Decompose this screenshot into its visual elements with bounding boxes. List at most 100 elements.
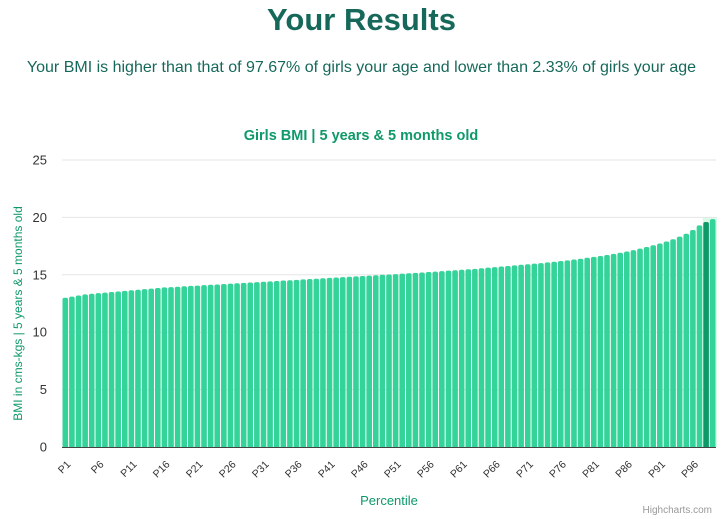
bar-P30[interactable] (254, 282, 260, 447)
bar-P77[interactable] (564, 260, 571, 447)
bar-P26[interactable] (227, 283, 234, 447)
bar-P25[interactable] (221, 283, 227, 447)
bar-P9[interactable] (115, 291, 121, 447)
bar-P43[interactable] (339, 277, 346, 447)
bar-P57[interactable] (432, 271, 439, 447)
bar-P83[interactable] (604, 254, 610, 447)
bar-P90[interactable] (650, 245, 657, 447)
bar-P59[interactable] (445, 270, 452, 447)
bar-P60[interactable] (452, 270, 458, 447)
bar-P34[interactable] (280, 280, 287, 447)
bar-P47[interactable] (366, 275, 372, 447)
bar-P88[interactable] (637, 248, 643, 447)
bar-P87[interactable] (630, 250, 637, 447)
bar-P50[interactable] (386, 274, 392, 447)
bar-P92[interactable] (663, 241, 670, 447)
bar-P1[interactable] (62, 297, 69, 447)
bar-P76[interactable] (557, 261, 564, 447)
bar-P62[interactable] (465, 269, 472, 447)
bar-P71[interactable] (524, 264, 531, 447)
bar-P73[interactable] (538, 263, 544, 447)
bar-P5[interactable] (88, 293, 95, 447)
bar-P56[interactable] (425, 272, 432, 447)
bar-P94[interactable] (676, 236, 683, 447)
bar-P4[interactable] (82, 294, 88, 447)
bar-P53[interactable] (406, 273, 412, 447)
bar-P31[interactable] (260, 281, 267, 447)
bar-P28[interactable] (240, 282, 247, 447)
bar-P75[interactable] (551, 261, 557, 447)
bar-P37[interactable] (300, 279, 306, 447)
bar-P97[interactable] (696, 225, 703, 447)
bar-P16[interactable] (161, 287, 168, 447)
bar-P11[interactable] (128, 290, 135, 447)
bar-P45[interactable] (353, 276, 359, 447)
bar-P51[interactable] (392, 274, 399, 447)
bar-P80[interactable] (584, 257, 590, 447)
bar-P22[interactable] (201, 285, 207, 447)
bar-P12[interactable] (135, 289, 141, 447)
bar-P63[interactable] (472, 268, 478, 447)
bar-P35[interactable] (287, 280, 293, 447)
bar-P82[interactable] (597, 255, 604, 447)
credits-link[interactable]: Highcharts.com (642, 505, 712, 516)
bar-P7[interactable] (102, 292, 108, 447)
bar-P85[interactable] (617, 252, 624, 447)
bar-P68[interactable] (505, 265, 511, 447)
bar-P18[interactable] (174, 286, 181, 447)
bar-P74[interactable] (544, 262, 551, 447)
bar-P42[interactable] (333, 277, 339, 447)
bar-P81[interactable] (590, 256, 597, 447)
bar-P38[interactable] (306, 279, 313, 447)
bar-P49[interactable] (379, 274, 386, 447)
bar-P24[interactable] (214, 284, 221, 447)
bar-P95[interactable] (683, 233, 690, 447)
bar-P17[interactable] (168, 287, 174, 447)
bar-P8[interactable] (108, 292, 115, 447)
bar-P23[interactable] (207, 284, 214, 447)
bar-P79[interactable] (577, 258, 584, 447)
bar-P91[interactable] (657, 243, 663, 447)
bar-P39[interactable] (313, 278, 320, 447)
bar-P32[interactable] (267, 281, 273, 447)
bar-P54[interactable] (412, 272, 419, 447)
bar-P19[interactable] (181, 286, 188, 447)
bar-P29[interactable] (247, 282, 254, 447)
bar-P52[interactable] (399, 273, 406, 447)
bar-P20[interactable] (188, 285, 194, 447)
bar-P89[interactable] (643, 247, 650, 447)
bar-P70[interactable] (518, 264, 524, 447)
bar-P84[interactable] (610, 253, 617, 447)
bar-P15[interactable] (154, 288, 161, 447)
bar-P27[interactable] (234, 283, 240, 447)
bar-P3[interactable] (75, 295, 82, 447)
bar-P41[interactable] (326, 277, 333, 447)
bar-P33[interactable] (273, 280, 280, 447)
bar-P55[interactable] (419, 272, 425, 447)
bar-P86[interactable] (624, 251, 630, 447)
bar-P36[interactable] (293, 279, 300, 447)
bar-P99[interactable] (709, 219, 716, 447)
bar-P61[interactable] (458, 269, 465, 447)
bar-P64[interactable] (478, 268, 485, 447)
bar-P72[interactable] (531, 263, 538, 447)
bar-P2[interactable] (69, 296, 75, 447)
bar-P78[interactable] (571, 259, 577, 447)
bar-P40[interactable] (320, 278, 326, 447)
bar-P48[interactable] (372, 275, 379, 447)
bar-highlighted-P98[interactable] (703, 221, 709, 447)
bar-P66[interactable] (491, 267, 498, 447)
bar-P69[interactable] (511, 265, 518, 447)
bar-P93[interactable] (670, 239, 676, 447)
bar-P21[interactable] (194, 285, 201, 447)
bar-P46[interactable] (359, 275, 366, 447)
bar-P67[interactable] (498, 266, 505, 447)
bar-P58[interactable] (439, 271, 445, 447)
bar-P13[interactable] (141, 289, 148, 447)
bar-P96[interactable] (690, 230, 696, 447)
bar-P14[interactable] (148, 288, 154, 447)
bar-P10[interactable] (121, 290, 128, 447)
bar-P6[interactable] (95, 293, 102, 447)
bar-P65[interactable] (485, 267, 491, 447)
bar-P44[interactable] (346, 276, 353, 447)
